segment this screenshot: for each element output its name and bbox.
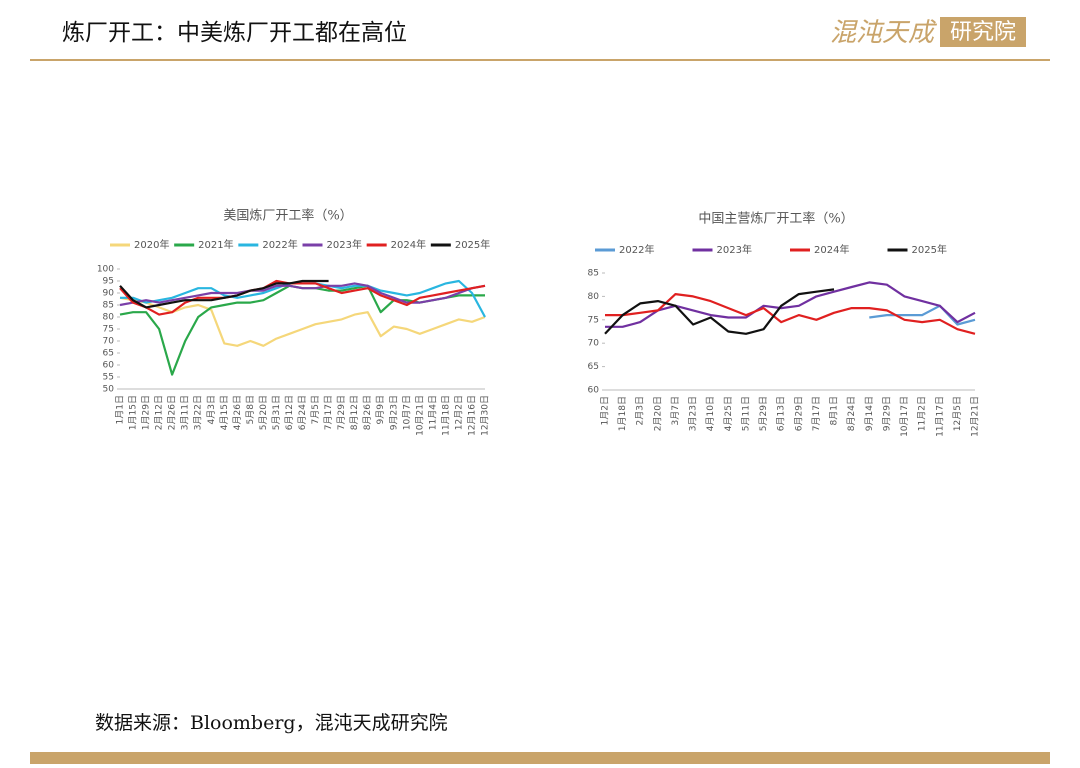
y-tick-label: 65 [588, 362, 599, 372]
x-tick-label: 7月17日 [811, 396, 822, 431]
series-line [869, 304, 976, 326]
x-tick-label: 12月2日 [453, 395, 464, 430]
x-tick-label: 1月15日 [128, 395, 139, 430]
x-tick-label: 3月22日 [193, 395, 204, 430]
x-tick-label: 3月7日 [670, 396, 681, 425]
x-tick-label: 12月30日 [480, 395, 491, 436]
series-line [119, 282, 486, 307]
x-tick-label: 12月5日 [952, 396, 963, 431]
x-tick-label: 2月26日 [167, 395, 178, 430]
x-tick-label: 9月29日 [881, 396, 892, 431]
logo-suffix: 研究院 [950, 20, 1016, 45]
y-tick-label: 70 [588, 339, 600, 349]
x-tick-label: 6月24日 [297, 395, 308, 430]
x-tick-label: 11月17日 [934, 396, 945, 437]
y-tick-label: 80 [588, 292, 600, 302]
y-tick-label: 60 [103, 361, 115, 371]
x-tick-label: 5月8日 [245, 395, 256, 424]
logo-box [940, 17, 1026, 47]
x-tick-label: 4月26日 [232, 395, 243, 430]
y-tick-label: 55 [103, 373, 114, 383]
x-tick-label: 4月10日 [705, 396, 716, 431]
chart-title: 美国炼厂开工率（%） [223, 208, 352, 224]
legend-label: 2024年 [814, 243, 849, 256]
x-tick-label: 6月29日 [793, 396, 804, 431]
x-tick-label: 7月5日 [310, 395, 321, 424]
y-tick-label: 90 [103, 289, 115, 299]
x-tick-label: 11月2日 [917, 396, 928, 431]
legend-label: 2025年 [455, 238, 490, 251]
x-tick-label: 3月23日 [688, 396, 699, 431]
series-line [119, 296, 486, 347]
series-line [119, 279, 329, 309]
y-tick-label: 85 [103, 301, 114, 311]
x-tick-label: 12月16日 [466, 395, 477, 436]
x-tick-label: 9月14日 [864, 396, 875, 431]
x-tick-label: 6月12日 [284, 395, 295, 430]
legend-label: 2020年 [134, 238, 169, 251]
x-tick-label: 5月29日 [758, 396, 769, 431]
series-line [119, 279, 486, 316]
series-line [605, 281, 976, 328]
x-tick-label: 6月13日 [776, 396, 787, 431]
x-tick-label: 2月20日 [652, 396, 663, 431]
y-tick-label: 75 [588, 315, 599, 325]
y-tick-label: 70 [103, 337, 115, 347]
x-tick-label: 4月25日 [723, 396, 734, 431]
x-tick-label: 5月31日 [271, 395, 282, 430]
y-tick-label: 75 [103, 325, 114, 335]
x-tick-label: 8月24日 [846, 396, 857, 431]
x-tick-label: 9月9日 [375, 395, 386, 424]
legend-label: 2023年 [717, 243, 752, 256]
x-tick-label: 7月17日 [323, 395, 334, 430]
y-tick-label: 50 [103, 385, 115, 395]
x-tick-label: 11月4日 [427, 395, 438, 430]
x-tick-label: 10月7日 [401, 395, 412, 430]
y-tick-label: 60 [588, 386, 600, 396]
x-tick-label: 2月12日 [154, 395, 165, 430]
x-tick-label: 8月26日 [362, 395, 373, 430]
x-tick-label: 10月17日 [899, 396, 910, 437]
x-tick-label: 11月18日 [440, 395, 451, 436]
series-line [605, 293, 976, 335]
y-tick-label: 100 [97, 265, 114, 275]
x-tick-label: 9月23日 [388, 395, 399, 430]
x-tick-label: 8月1日 [829, 396, 840, 425]
x-tick-label: 10月21日 [414, 395, 425, 436]
legend-label: 2023年 [327, 238, 362, 251]
legend-label: 2025年 [912, 243, 947, 256]
source: 数据来源：Bloomberg，混沌天成研究院 [95, 712, 448, 734]
x-tick-label: 5月11日 [740, 396, 751, 431]
footer-bar [30, 752, 1050, 764]
x-tick-label: 1月1日 [115, 395, 126, 424]
x-tick-label: 4月15日 [219, 395, 230, 430]
y-tick-label: 85 [588, 269, 599, 279]
chart-title: 中国主营炼厂开工率（%） [698, 211, 853, 227]
legend-label: 2022年 [619, 243, 654, 256]
x-tick-label: 5月20日 [258, 395, 269, 430]
x-tick-label: 1月18日 [617, 396, 628, 431]
x-tick-label: 4月3日 [206, 395, 217, 424]
x-tick-label: 1月29日 [141, 395, 152, 430]
x-tick-label: 3月11日 [180, 395, 191, 430]
x-tick-label: 2月3日 [635, 396, 646, 425]
legend-label: 2021年 [198, 238, 233, 251]
y-tick-label: 95 [103, 277, 114, 287]
series-line [604, 288, 835, 335]
x-tick-label: 8月12日 [349, 395, 360, 430]
x-tick-label: 1月2日 [600, 396, 611, 425]
logo-name: 混沌天成 [830, 18, 938, 48]
legend-label: 2022年 [262, 238, 297, 251]
slide-title: 炼厂开工：中美炼厂开工都在高位 [62, 20, 407, 46]
x-tick-label: 12月21日 [970, 396, 981, 437]
y-tick-label: 80 [103, 313, 115, 323]
y-tick-label: 65 [103, 349, 114, 359]
x-tick-label: 7月29日 [336, 395, 347, 430]
legend-label: 2024年 [391, 238, 426, 251]
